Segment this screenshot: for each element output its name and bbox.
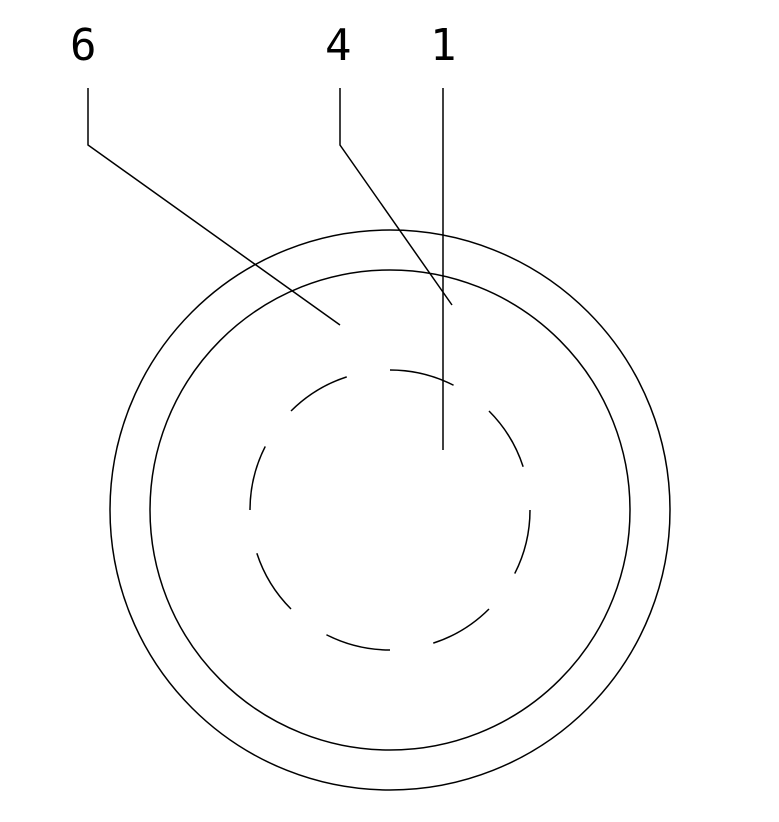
dashed-arc-segment	[433, 609, 489, 643]
dashed-arc-segment	[250, 446, 265, 510]
concentric-circles-group	[110, 230, 670, 790]
dashed-arc-segment	[291, 377, 347, 411]
inner-circle	[150, 270, 630, 750]
leader-lines-group	[88, 88, 452, 450]
diagram-canvas: 6 4 1	[0, 0, 779, 822]
dashed-arc-segment	[257, 553, 291, 609]
dashed-arc-segment	[326, 635, 390, 650]
labels-group: 6 4 1	[70, 20, 457, 71]
dashed-arc-segment	[515, 510, 530, 574]
dashed-arc-segment	[489, 411, 523, 467]
label-6: 6	[70, 20, 97, 71]
dashed-circle	[250, 370, 530, 650]
leader-line-6	[88, 88, 340, 325]
label-1: 1	[430, 20, 457, 71]
outer-circle	[110, 230, 670, 790]
label-4: 4	[325, 20, 352, 71]
dashed-arc-segment	[390, 370, 454, 385]
